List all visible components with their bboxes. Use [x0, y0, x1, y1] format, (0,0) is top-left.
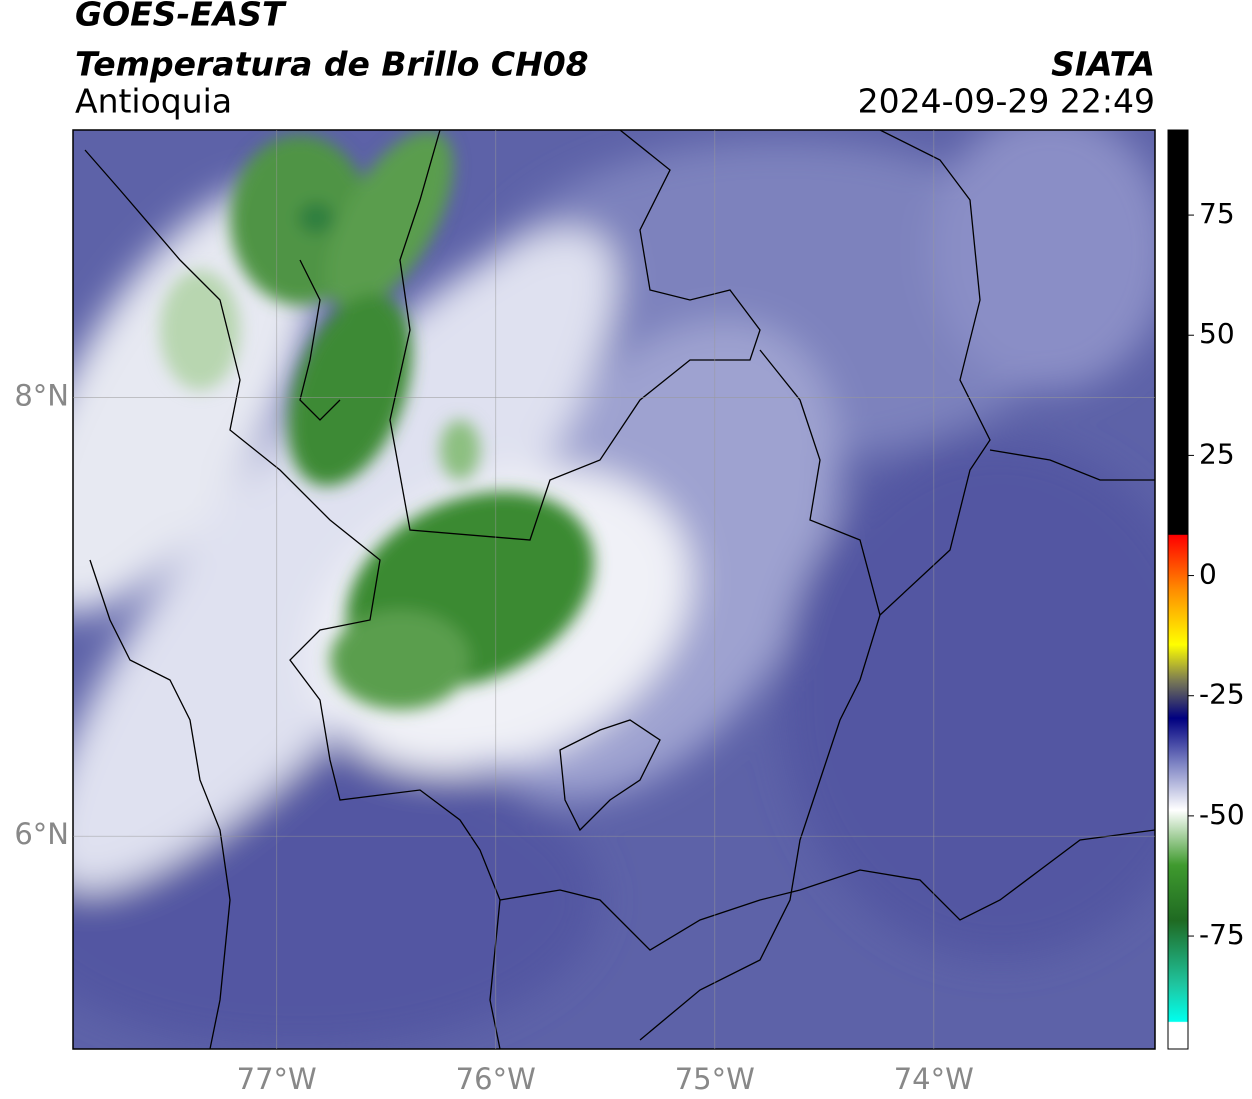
y-tick-label: 6°N [14, 817, 69, 851]
x-tick-label: 74°W [894, 1062, 974, 1096]
colorbar-tick-label: 25 [1199, 437, 1235, 470]
colorbar-tick-label: 50 [1199, 317, 1235, 350]
map-image [73, 130, 1155, 1049]
colorbar [1167, 129, 1189, 1050]
x-tick-label: 76°W [456, 1062, 536, 1096]
colorbar-tick-label: -75 [1199, 918, 1245, 951]
axes: 77°W 76°W 75°W 74°W 6°N 8°N -75 -50 -25 0 25 50 75 [14, 130, 1245, 1096]
colorbar-tick-label: 75 [1199, 197, 1235, 230]
title: GOES-EAST [75, 0, 287, 34]
y-tick-label: 8°N [14, 379, 69, 413]
colorbar-tick-label: 0 [1199, 558, 1217, 591]
colorbar-tick-label: -50 [1199, 798, 1245, 831]
map-frame [72, 129, 1156, 1050]
datetime: 2024-09-29 22:49 [858, 82, 1155, 121]
x-tick-label: 77°W [237, 1062, 317, 1096]
x-tick-label: 75°W [675, 1062, 755, 1096]
source: SIATA [1051, 45, 1155, 84]
subtitle: Temperatura de Brillo CH08 [75, 45, 589, 84]
region: Antioquia [75, 82, 232, 121]
colorbar-tick-label: -25 [1199, 678, 1245, 711]
